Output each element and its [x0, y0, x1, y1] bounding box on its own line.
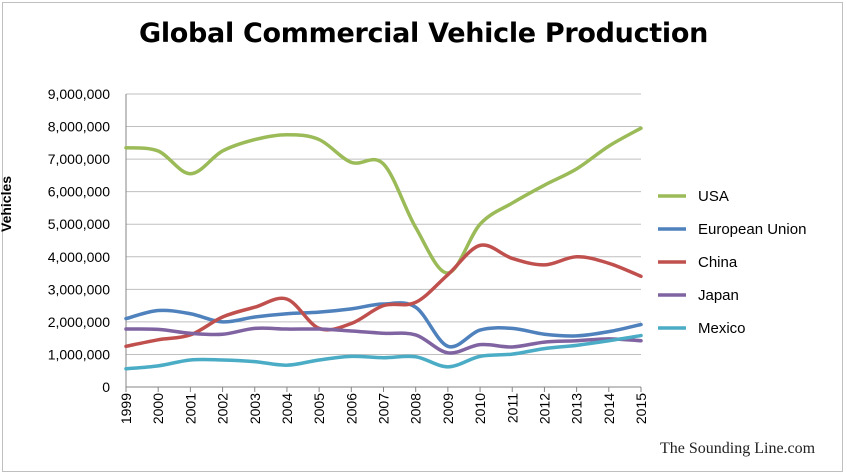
x-tick-label: 2013 — [569, 393, 585, 424]
y-tick-label: 0 — [102, 379, 110, 395]
chart-title: Global Commercial Vehicle Production — [138, 18, 709, 49]
series-line-china — [124, 243, 643, 349]
y-tick-label: 3,000,000 — [48, 281, 110, 297]
x-tick-label: 2003 — [247, 393, 263, 424]
x-tick-label: 2011 — [504, 393, 520, 423]
legend-label-mexico: Mexico — [698, 320, 746, 337]
x-tick-label: 2001 — [182, 393, 198, 424]
x-tick-label: 2007 — [376, 393, 392, 424]
y-tick-label: 4,000,000 — [48, 249, 110, 265]
legend-label-japan: Japan — [698, 287, 739, 304]
y-tick-label: 9,000,000 — [48, 86, 110, 102]
x-tick-label: 1999 — [118, 393, 134, 424]
x-tick-label: 2014 — [601, 393, 617, 424]
y-tick-label: 7,000,000 — [48, 151, 110, 167]
x-tick-label: 2012 — [536, 393, 552, 424]
series-line-usa — [124, 126, 643, 275]
x-tick-label: 2005 — [311, 393, 327, 424]
x-tick-label: 2002 — [215, 393, 231, 424]
watermark: The Sounding Line.com — [660, 440, 816, 457]
series-line-mexico — [124, 333, 643, 371]
y-tick-label: 5,000,000 — [48, 216, 110, 232]
legend-label-china: China — [698, 254, 738, 271]
x-tick-label: 2009 — [440, 393, 456, 424]
x-tick-label: 2010 — [472, 393, 488, 424]
x-tick-label: 2004 — [279, 393, 295, 424]
y-tick-label: 1,000,000 — [48, 346, 110, 362]
y-tick-label: 6,000,000 — [48, 184, 110, 200]
legend-label-european-union: European Union — [698, 221, 806, 238]
x-tick-label: 2000 — [150, 393, 166, 424]
legend-label-usa: USA — [698, 188, 729, 205]
y-tick-label: 2,000,000 — [48, 314, 110, 330]
y-tick-label: 8,000,000 — [48, 119, 110, 135]
x-tick-label: 2006 — [343, 393, 359, 424]
x-tick-label: 2008 — [408, 393, 424, 424]
x-tick-label: 2015 — [633, 393, 649, 424]
series-line-japan — [124, 326, 643, 355]
